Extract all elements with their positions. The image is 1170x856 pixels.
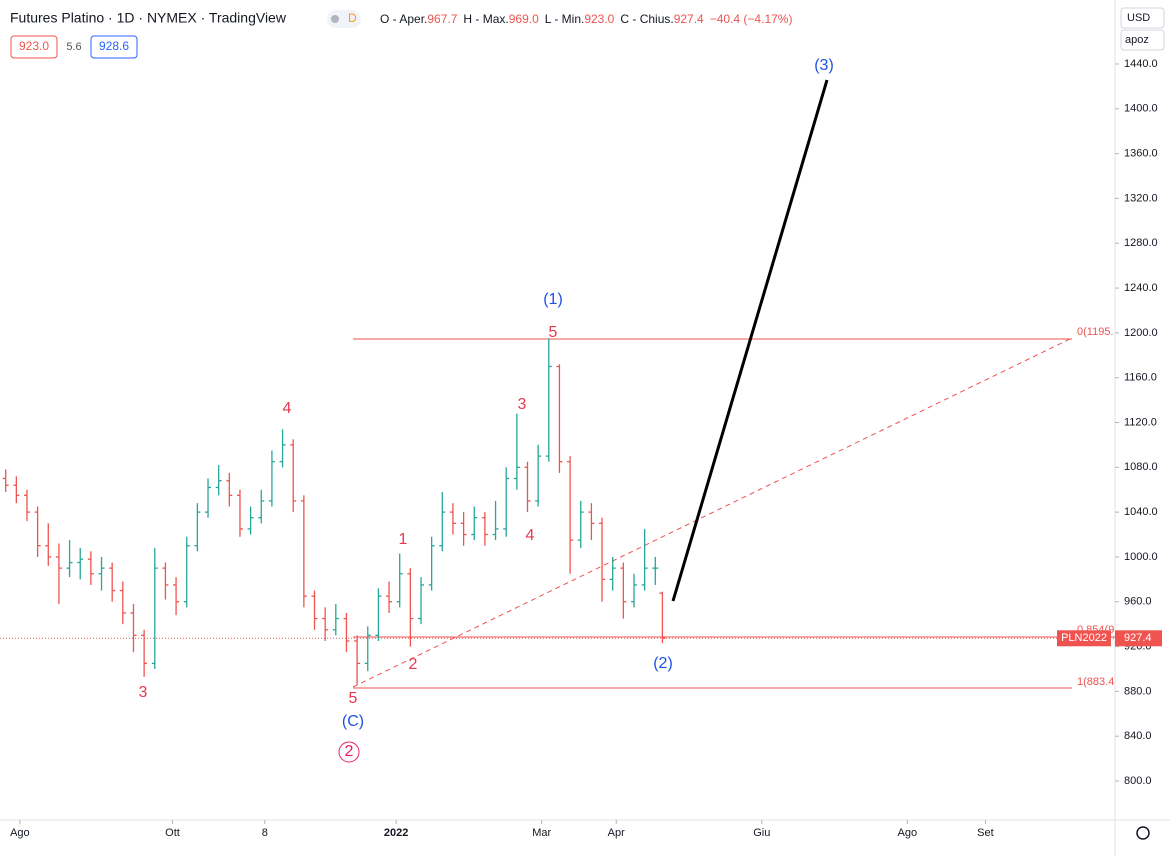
- y-tick-label: 840.0: [1124, 730, 1152, 742]
- x-tick-label: 2022: [384, 827, 408, 839]
- y-tick-label: 1160.0: [1124, 372, 1157, 384]
- y-tick-label: 880.0: [1124, 685, 1152, 697]
- last-price-box: [1115, 630, 1162, 647]
- badge: D: [348, 11, 357, 25]
- ask: 928.6: [99, 39, 129, 53]
- c-label: C - Chius.: [620, 12, 673, 26]
- y-tick-label: 960.0: [1124, 596, 1152, 608]
- wave-label: 5: [549, 324, 558, 341]
- ohlc-label: O - Aper.967.7 H - Max.969.0 L - Min.923.0…: [380, 12, 792, 26]
- fib-label: 0(1195.: [1077, 326, 1114, 338]
- wave-label: (1): [543, 291, 563, 308]
- wave-label: 2: [345, 743, 354, 760]
- x-tick-label: 8: [262, 827, 268, 839]
- badge-bg: [327, 10, 361, 28]
- ask-box[interactable]: [90, 35, 138, 59]
- l-value: 923.0: [584, 12, 614, 26]
- l-label: L - Min.: [545, 12, 585, 26]
- wave-label: 5: [349, 690, 358, 707]
- c-value: 927.4: [674, 12, 704, 26]
- wave-label: 2: [409, 656, 418, 673]
- y-tick-label: 1440.0: [1124, 58, 1158, 70]
- wave-label: 4: [283, 400, 292, 417]
- o-label: O - Aper.: [380, 12, 427, 26]
- x-tick-label: Giu: [753, 827, 770, 839]
- wave-label: 3: [518, 396, 527, 413]
- wave-label: (C): [342, 713, 364, 730]
- y-tick-label: 800.0: [1124, 775, 1152, 787]
- wave-label: 4: [526, 527, 535, 544]
- y-tick-label: 1200.0: [1124, 327, 1158, 339]
- unit-select[interactable]: [1120, 29, 1165, 51]
- fib-label: 1(883.4: [1077, 676, 1114, 688]
- x-tick-label: Mar: [532, 827, 551, 839]
- y-tick-label: 1400.0: [1124, 103, 1158, 115]
- wave-label: 1: [399, 531, 408, 548]
- settings-icon[interactable]: [1136, 826, 1150, 840]
- wave-label: (3): [814, 57, 834, 74]
- change: −40.4 (−4.17%): [710, 12, 793, 26]
- y-tick-label: 1040.0: [1124, 506, 1158, 518]
- last-price: 927.4: [1124, 632, 1152, 644]
- symbol-title: Futures Platino · 1D · NYMEX · TradingVi…: [10, 10, 287, 26]
- unit: apoz: [1125, 34, 1149, 46]
- y-tick-label: 1120.0: [1124, 416, 1157, 428]
- y-tick-label: 1080.0: [1124, 461, 1158, 473]
- plot: [0, 79, 1115, 689]
- x-tick-label: Set: [977, 827, 994, 839]
- currency: USD: [1127, 12, 1150, 24]
- projection-line: [671, 79, 829, 602]
- wave-label: 3: [139, 684, 148, 701]
- h-value: 969.0: [509, 12, 539, 26]
- y-tick-label: 1000.0: [1124, 551, 1158, 563]
- bid: 923.0: [19, 39, 49, 53]
- spread: 5.6: [66, 41, 81, 53]
- x-tick-label: Ott: [165, 827, 180, 839]
- badge-dot: [331, 15, 339, 23]
- last-name-box: [1057, 630, 1111, 647]
- o-value: 967.7: [427, 12, 457, 26]
- x-tick-label: Ago: [10, 827, 30, 839]
- y-tick-label: 1240.0: [1124, 282, 1158, 294]
- bid-box[interactable]: [10, 35, 58, 59]
- y-tick-label: 1280.0: [1124, 237, 1158, 249]
- trend-line: [352, 337, 1073, 688]
- y-tick-label: 1360.0: [1124, 148, 1158, 160]
- wave-circle: [338, 741, 360, 763]
- y-tick-label: 1320.0: [1124, 192, 1158, 204]
- x-tick-label: Apr: [608, 827, 625, 839]
- last-name: PLN2022: [1061, 632, 1107, 644]
- x-tick-label: Ago: [898, 827, 918, 839]
- h-label: H - Max.: [463, 12, 508, 26]
- currency-select[interactable]: [1120, 7, 1165, 29]
- wave-label: (2): [653, 655, 673, 672]
